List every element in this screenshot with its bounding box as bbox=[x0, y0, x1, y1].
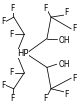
Text: F: F bbox=[9, 30, 14, 39]
Text: F: F bbox=[43, 94, 48, 103]
Text: HP: HP bbox=[17, 49, 28, 58]
Text: F: F bbox=[9, 68, 14, 77]
Text: F: F bbox=[1, 81, 5, 90]
Text: OH: OH bbox=[58, 36, 70, 45]
Text: F: F bbox=[64, 90, 69, 99]
Text: F: F bbox=[72, 74, 77, 83]
Text: F: F bbox=[64, 8, 69, 17]
Text: F: F bbox=[1, 17, 5, 26]
Text: F: F bbox=[43, 4, 48, 13]
Text: F: F bbox=[72, 24, 77, 33]
Text: F: F bbox=[10, 94, 14, 103]
Text: OH: OH bbox=[58, 60, 70, 69]
Text: F: F bbox=[10, 4, 14, 13]
